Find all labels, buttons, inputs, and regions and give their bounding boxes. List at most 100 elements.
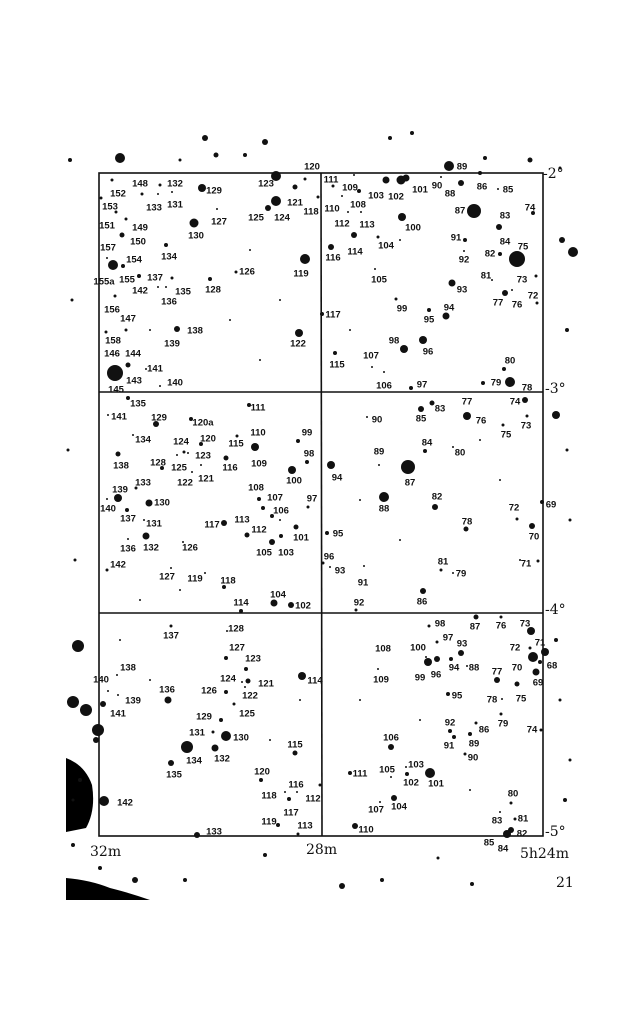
star-label: 139: [164, 339, 180, 350]
field-stars: [66, 131, 578, 889]
star-label: 75: [501, 430, 512, 441]
field-star: [339, 883, 345, 889]
star-label: 101: [428, 779, 445, 790]
star-label: 76: [512, 300, 523, 311]
star-label: 87: [470, 622, 481, 633]
star-dot: [427, 308, 431, 312]
star-dot: [425, 656, 427, 658]
star-dot: [538, 660, 542, 664]
star-label: 69: [546, 500, 557, 511]
star-label: 71: [535, 638, 546, 649]
star-dot: [171, 191, 173, 193]
star-label: 83: [435, 404, 446, 415]
star-label: 122: [242, 691, 258, 702]
star-label: 154: [126, 255, 143, 266]
star-label: 73: [521, 421, 532, 432]
star-label: 84: [498, 844, 509, 855]
star-label: 82: [517, 829, 528, 840]
star-dot: [221, 520, 227, 526]
field-star: [92, 724, 104, 736]
star-dot: [169, 624, 173, 628]
star-dot: [222, 585, 226, 589]
star-label: 99: [302, 428, 313, 439]
field-star: [527, 157, 533, 163]
star-dot: [513, 817, 517, 821]
star-label: 114: [307, 676, 323, 687]
star-label: 88: [379, 504, 390, 515]
star-dot: [509, 801, 513, 805]
star-dot: [427, 624, 431, 628]
star-dot: [292, 184, 298, 190]
star-label: 128: [205, 285, 221, 296]
star-dot: [535, 301, 539, 305]
star-dot: [402, 174, 410, 182]
star-dot: [514, 681, 520, 687]
star-label: 120: [200, 434, 216, 445]
star-dot: [158, 183, 162, 187]
star-label: 98: [435, 619, 446, 630]
star-label: 102: [403, 778, 419, 789]
star-label: 122: [177, 478, 193, 489]
star-dot: [481, 381, 485, 385]
star-dot: [452, 572, 454, 574]
star-dot: [494, 677, 500, 683]
star-label: 110: [250, 428, 265, 439]
star-dot: [221, 731, 231, 741]
star-dot: [499, 811, 501, 813]
dark-patch-bottom: [66, 878, 150, 900]
star-label: 156: [104, 305, 120, 316]
star-label: 121: [258, 679, 275, 690]
star-label: 112: [305, 794, 320, 805]
star-dot: [107, 365, 123, 381]
star-dot: [316, 195, 320, 199]
star-label: 115: [287, 740, 303, 751]
field-star: [66, 448, 70, 452]
star-dot: [374, 268, 376, 270]
star-label: 123: [258, 179, 274, 190]
star-dot: [159, 385, 161, 387]
field-star: [149, 329, 151, 331]
field-star: [80, 704, 92, 716]
star-label: 134: [186, 756, 203, 767]
star-dot: [176, 454, 178, 456]
star-label: 74: [510, 397, 521, 408]
field-star: [436, 856, 440, 860]
star-dot: [211, 744, 219, 752]
star-label: 94: [444, 303, 455, 314]
star-dot: [164, 696, 172, 704]
star-dot: [419, 336, 427, 344]
star-label: 135: [175, 287, 192, 298]
star-dot: [463, 250, 465, 252]
star-dot: [379, 801, 381, 803]
star-dot: [132, 434, 134, 436]
star-label: 114: [347, 247, 363, 258]
field-star: [213, 152, 219, 158]
star-label: 132: [167, 179, 183, 190]
star-dot: [429, 400, 435, 406]
star-label: 92: [354, 598, 365, 609]
star-label: 76: [496, 621, 507, 632]
star-dot: [270, 599, 278, 607]
star-label: 80: [455, 448, 466, 459]
star-dot: [99, 196, 103, 200]
star-dot: [505, 377, 515, 387]
star-dot: [226, 630, 228, 632]
star-dot: [502, 367, 506, 371]
dec-label-5: -5°: [545, 824, 566, 840]
star-label: 98: [304, 449, 315, 460]
field-star: [119, 639, 121, 641]
star-dot: [293, 524, 299, 530]
star-dot: [244, 686, 246, 688]
star-dot: [474, 721, 478, 725]
field-star: [558, 698, 562, 702]
field-star: [279, 519, 281, 521]
star-label: 113: [359, 220, 374, 231]
star-label: 103: [278, 548, 294, 559]
page-number: 21: [556, 875, 574, 891]
star-label: 85: [416, 414, 427, 425]
field-star: [349, 329, 351, 331]
star-dot: [113, 294, 117, 298]
star-dot: [499, 712, 503, 716]
star-dot: [376, 235, 380, 239]
